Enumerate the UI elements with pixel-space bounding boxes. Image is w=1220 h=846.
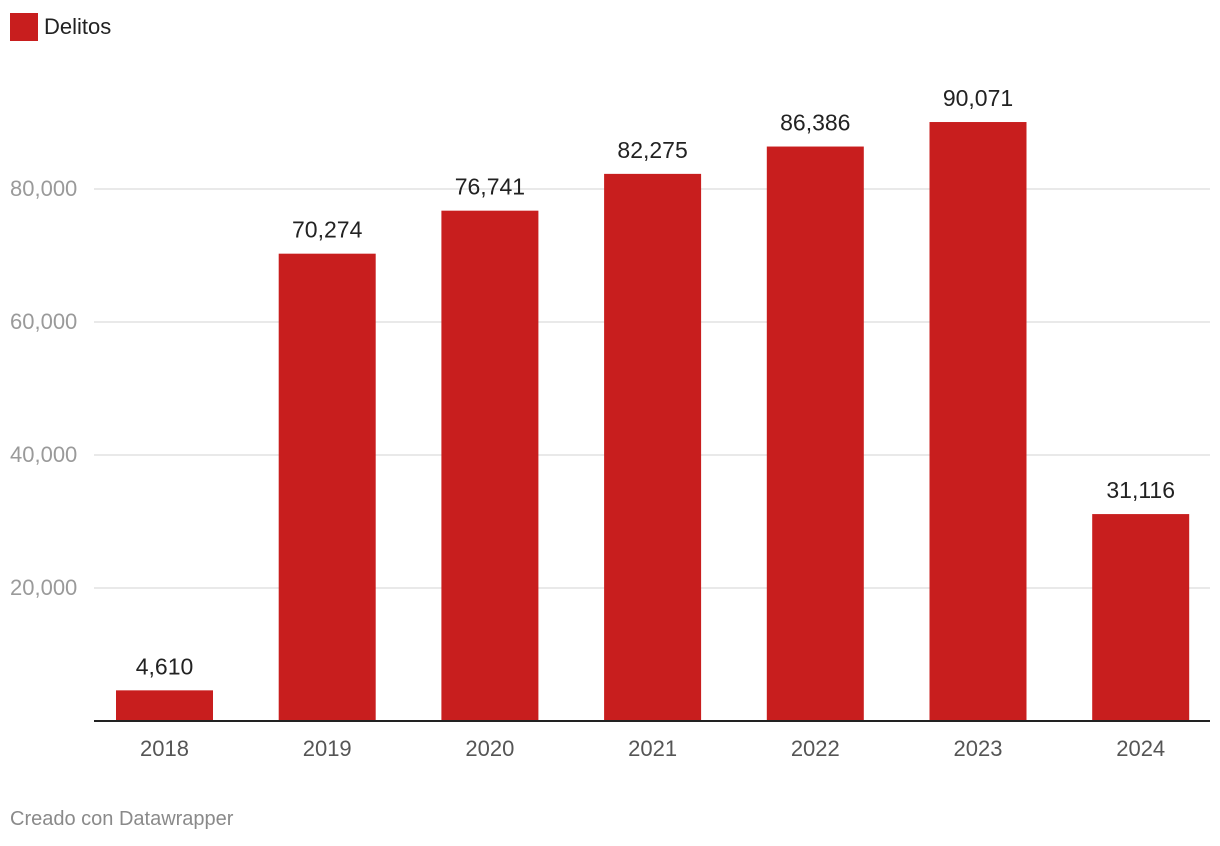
data-label: 86,386 [780,110,850,136]
data-label: 82,275 [617,137,687,163]
x-tick-label: 2019 [303,736,352,761]
y-tick-label: 20,000 [10,575,77,600]
data-label: 4,610 [136,653,194,679]
bar [929,122,1027,722]
legend: Delitos [10,12,111,42]
legend-label: Delitos [44,14,112,39]
y-tick-label: 60,000 [10,309,77,334]
bar [604,173,702,722]
legend-swatch [10,13,38,41]
bar [278,253,376,721]
bar [441,210,539,721]
x-tick-label: 2022 [791,736,840,761]
x-tick-label: 2021 [628,736,677,761]
bar [1092,514,1190,721]
bar [116,690,213,721]
x-tick-label: 2023 [954,736,1003,761]
bar [766,146,864,722]
data-label: 76,741 [455,174,525,200]
x-tick-label: 2018 [140,736,189,761]
x-tick-label: 2024 [1116,736,1165,761]
data-label: 90,071 [943,85,1013,111]
x-tick-label: 2020 [465,736,514,761]
data-label: 70,274 [292,217,363,243]
data-label: 31,116 [1106,477,1175,503]
footer-credit[interactable]: Creado con Datawrapper [10,808,234,830]
y-tick-label: 40,000 [10,442,77,467]
y-tick-label: 80,000 [10,176,77,201]
